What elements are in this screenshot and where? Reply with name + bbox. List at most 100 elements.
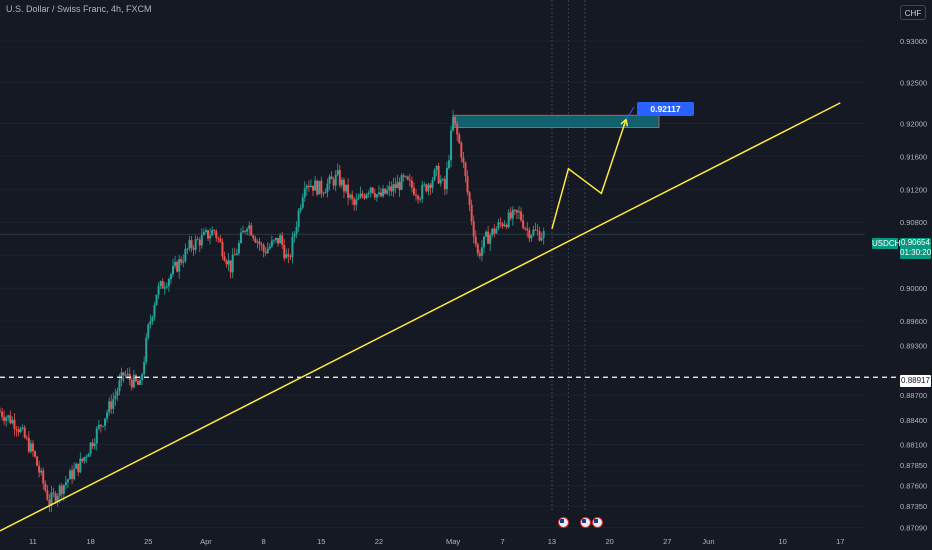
time-tick-label: 13 <box>548 537 556 546</box>
candle-body <box>21 427 24 429</box>
candle-body <box>1 411 4 417</box>
candle-body <box>515 209 518 213</box>
candle-body <box>44 483 47 491</box>
time-tick-label: Apr <box>200 537 212 546</box>
candle-body <box>23 427 26 438</box>
candle-body <box>163 287 166 289</box>
price-tick-label: 0.93000 <box>900 37 927 46</box>
candle-body <box>258 241 261 245</box>
candle-body <box>145 337 148 362</box>
candle-body <box>410 180 413 188</box>
candle-body <box>64 482 67 485</box>
candle-body <box>34 451 37 457</box>
candle-body <box>77 463 80 473</box>
candle-body <box>495 228 498 234</box>
candle-body <box>223 256 226 261</box>
candle-body <box>66 479 69 483</box>
candle-body <box>91 442 94 447</box>
candle-body <box>5 417 8 421</box>
candle-body <box>375 194 378 198</box>
candle-body <box>204 230 207 232</box>
time-tick-label: 27 <box>663 537 671 546</box>
candle-body <box>83 456 86 462</box>
time-tick-label: May <box>446 537 460 546</box>
candle-body <box>425 184 428 192</box>
candle-body <box>377 192 380 195</box>
target-price-callout[interactable]: 0.92117 <box>637 102 694 116</box>
candle-body <box>472 221 475 237</box>
candle-body <box>211 230 214 236</box>
candle-body <box>141 374 144 381</box>
horizontal-level-tag: 0.88917 <box>900 375 931 387</box>
candle-body <box>36 456 39 466</box>
candle-body <box>478 253 481 256</box>
price-tick-label: 0.88400 <box>900 416 927 425</box>
candle-body <box>89 442 92 454</box>
candle-body <box>417 195 420 200</box>
candle-body <box>270 240 273 247</box>
time-tick-label: 15 <box>317 537 325 546</box>
candle-body <box>353 199 356 205</box>
candle-body <box>540 237 543 241</box>
candle-body <box>196 239 199 241</box>
candle-body <box>452 116 455 131</box>
candle-body <box>485 231 488 237</box>
candle-body <box>454 116 457 124</box>
candle-body <box>149 321 152 325</box>
time-tick-label: 11 <box>29 537 37 546</box>
us-flag-icon[interactable] <box>592 517 603 528</box>
candle-body <box>58 485 61 497</box>
candle-body <box>93 443 96 447</box>
candle-body <box>493 228 496 234</box>
candle-body <box>106 412 109 419</box>
candle-body <box>487 231 490 244</box>
candle-body <box>114 395 117 400</box>
candle-body <box>215 231 218 238</box>
us-flag-icon[interactable] <box>558 517 569 528</box>
candle-body <box>421 184 424 200</box>
candle-body <box>161 281 164 289</box>
candle-body <box>25 437 28 439</box>
candle-body <box>458 134 461 144</box>
candle-body <box>538 231 541 241</box>
candle-body <box>447 160 450 168</box>
candle-body <box>180 259 183 263</box>
candle-body <box>42 470 45 484</box>
candle-body <box>250 225 253 236</box>
candle-body <box>272 239 275 241</box>
time-tick-label: 7 <box>500 537 504 546</box>
candle-body <box>11 419 14 424</box>
candle-body <box>122 372 125 376</box>
candle-body <box>536 230 539 232</box>
candle-body <box>468 192 471 205</box>
us-flag-icon[interactable] <box>580 517 591 528</box>
candle-body <box>274 237 277 240</box>
candle-body <box>194 239 197 250</box>
currency-button[interactable]: CHF <box>900 5 926 20</box>
projection-path <box>551 119 627 230</box>
candle-body <box>322 193 325 195</box>
candle-body <box>31 443 34 452</box>
candle-body <box>503 224 506 227</box>
candle-body <box>50 492 53 506</box>
candle-body <box>217 237 220 239</box>
candle-body <box>443 178 446 190</box>
price-tick-label: 0.87350 <box>900 502 927 511</box>
candle-body <box>52 492 55 494</box>
candle-body <box>221 241 224 257</box>
candle-body <box>291 236 294 258</box>
candle-body <box>124 375 127 377</box>
symbol-title[interactable]: U.S. Dollar / Swiss Franc, 4h, FXCM <box>6 4 152 14</box>
candle-body <box>213 230 216 232</box>
candle-body <box>369 187 372 193</box>
candle-body <box>176 261 179 272</box>
candle-body <box>355 199 358 205</box>
candle-body <box>13 419 16 430</box>
candle-body <box>433 169 436 181</box>
candle-body <box>345 184 347 192</box>
price-tick-label: 0.87600 <box>900 482 927 491</box>
candle-body <box>19 428 22 433</box>
candle-body <box>450 130 453 161</box>
candle-body <box>293 233 296 237</box>
